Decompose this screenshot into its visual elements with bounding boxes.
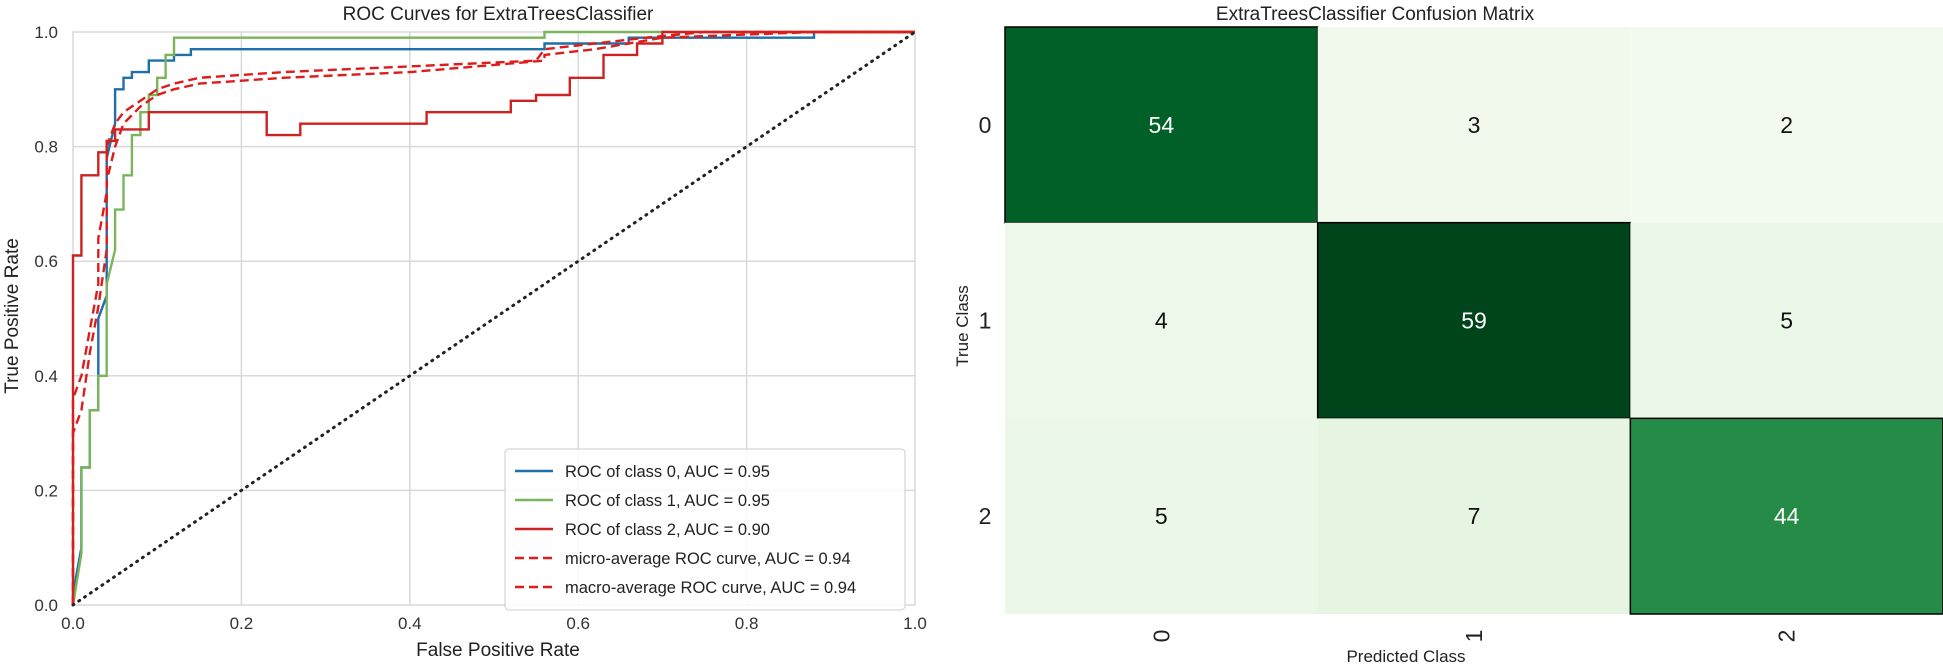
- roc-series-line-1: [71, 30, 915, 606]
- cm-cell-0-2: [1630, 27, 1943, 223]
- roc-legend-label: ROC of class 1, AUC = 0.95: [565, 492, 770, 510]
- cm-cell-value: 44: [1774, 503, 1800, 529]
- roc-tick-labels: 0.0 0.2 0.4 0.6 0.8 1.0 0.0 0.2 0.4 0.6 0.8 1.0: [34, 23, 926, 633]
- roc-x-axis-label: False Positive Rate: [416, 640, 580, 661]
- cm-title: ExtraTreesClassifier Confusion Matrix: [1216, 4, 1535, 25]
- roc-x-tick-label: 0.2: [230, 614, 254, 633]
- cm-cell-1-0: [1005, 222, 1318, 419]
- roc-legend-label: macro-average ROC curve, AUC = 0.94: [565, 579, 856, 597]
- roc-chart: 0.0 0.2 0.4 0.6 0.8 1.0 0.0 0.2 0.4 0.6 0.8 1.0 ROC…: [2, 4, 927, 661]
- cm-cell-value: 3: [1468, 112, 1481, 138]
- roc-y-tick-label: 0.0: [34, 596, 58, 615]
- roc-legend-box: [504, 448, 906, 611]
- cm-x-tick-label: 2: [1774, 630, 1800, 643]
- roc-y-tick-label: 0.6: [34, 252, 58, 271]
- cm-cell-value: 7: [1468, 503, 1481, 529]
- roc-series-line-4: [71, 30, 915, 605]
- confusion-matrix-chart: ExtraTreesClassifier Confusion Matrix 54…: [953, 4, 1943, 666]
- roc-x-tick-label: 0.0: [61, 614, 85, 633]
- roc-y-tick-label: 0.4: [34, 367, 58, 386]
- roc-x-tick-label: 0.6: [566, 614, 590, 633]
- roc-y-tick-label: 1.0: [34, 23, 58, 42]
- roc-series-line-3: [71, 30, 915, 605]
- cm-x-axis-label: Predicted Class: [1346, 647, 1465, 666]
- roc-legend: ROC of class 0, AUC = 0.95 ROC of class 1…: [504, 448, 906, 611]
- cm-x-tick-label: 0: [1148, 630, 1174, 643]
- cm-cells: 54 3 2 4 59 5 5 7 44: [1004, 26, 1943, 615]
- cm-cell-2-1: [1317, 418, 1631, 614]
- roc-x-tick-label: 1.0: [903, 614, 927, 633]
- cm-cell-value: 59: [1461, 308, 1487, 334]
- roc-y-tick-label: 0.8: [34, 138, 58, 157]
- cm-y-tick-label: 2: [979, 503, 992, 529]
- roc-y-axis-label: True Positive Rate: [2, 238, 23, 394]
- roc-x-tick-label: 0.4: [398, 614, 422, 633]
- cm-y-tick-label: 0: [979, 112, 992, 138]
- cm-cell-value: 2: [1780, 112, 1793, 138]
- cm-tick-labels: 0 1 2 0 1 2: [979, 112, 1800, 643]
- cm-cell-1-1: [1316, 221, 1632, 420]
- cm-y-axis-label: True Class: [953, 285, 972, 367]
- cm-cell-0-0: [1004, 26, 1319, 224]
- roc-legend-label: ROC of class 0, AUC = 0.95: [565, 463, 770, 481]
- cm-cell-2-2: [1629, 417, 1943, 615]
- roc-title: ROC Curves for ExtraTreesClassifier: [343, 4, 654, 25]
- roc-legend-label: ROC of class 2, AUC = 0.90: [565, 521, 770, 539]
- roc-x-tick-label: 0.8: [735, 614, 759, 633]
- roc-series-lines: [71, 30, 917, 607]
- cm-cell-value: 4: [1155, 308, 1168, 334]
- cm-y-tick-label: 1: [979, 308, 992, 334]
- roc-y-tick-label: 0.2: [34, 481, 58, 500]
- cm-cell-value: 5: [1780, 308, 1793, 334]
- cm-cell-2-0: [1005, 418, 1318, 614]
- cm-cell-value: 54: [1149, 112, 1175, 138]
- roc-chance-diagonal: [71, 30, 917, 607]
- roc-series-line-2: [71, 30, 915, 605]
- cm-cell-value: 5: [1155, 503, 1168, 529]
- cm-cell-1-2: [1630, 222, 1943, 419]
- cm-x-tick-label: 1: [1461, 630, 1487, 643]
- cm-cell-0-1: [1317, 27, 1631, 223]
- roc-legend-label: micro-average ROC curve, AUC = 0.94: [565, 550, 851, 568]
